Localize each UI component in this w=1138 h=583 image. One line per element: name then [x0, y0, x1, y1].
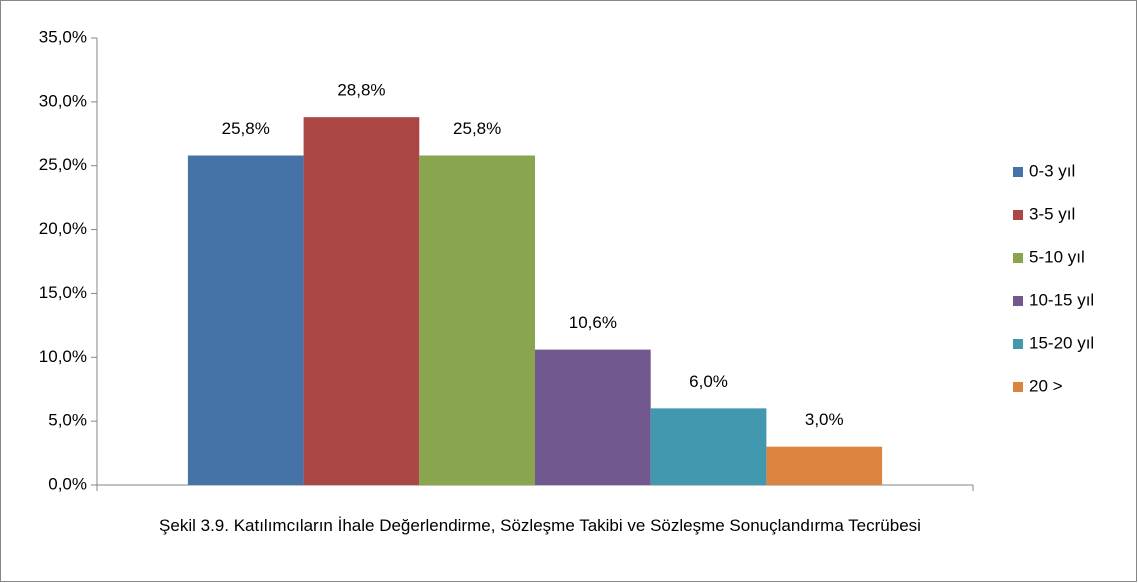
data-label: 10,6%	[569, 313, 617, 332]
bar	[187, 155, 304, 486]
data-label: 25,8%	[453, 119, 501, 138]
data-label: 6,0%	[689, 372, 728, 391]
legend-label: 10-15 yıl	[1029, 290, 1094, 309]
bar	[650, 408, 767, 485]
x-axis-label: Şekil 3.9. Katılımcıların İhale Değerlen…	[159, 516, 921, 535]
bar	[419, 155, 535, 486]
y-tick-label: 35,0%	[39, 27, 87, 46]
legend-label: 20 >	[1029, 376, 1063, 395]
data-label: 3,0%	[805, 410, 844, 429]
legend-swatch	[1013, 210, 1023, 220]
y-tick-label: 15,0%	[39, 283, 87, 302]
legend-swatch	[1013, 296, 1023, 306]
bar	[303, 117, 420, 485]
legend-label: 0-3 yıl	[1029, 161, 1075, 180]
legend-swatch	[1013, 167, 1023, 177]
legend-label: 5-10 yıl	[1029, 247, 1085, 266]
y-tick-label: 10,0%	[39, 347, 87, 366]
bar	[535, 349, 651, 485]
y-tick-label: 25,0%	[39, 155, 87, 174]
y-tick-label: 0,0%	[48, 474, 87, 493]
data-label: 25,8%	[222, 119, 270, 138]
y-tick-label: 20,0%	[39, 219, 87, 238]
legend-swatch	[1013, 339, 1023, 349]
y-tick-label: 30,0%	[39, 91, 87, 110]
legend-swatch	[1013, 382, 1023, 392]
data-label: 28,8%	[337, 81, 385, 100]
legend-label: 15-20 yıl	[1029, 333, 1094, 352]
bar	[766, 446, 883, 485]
legend-label: 3-5 yıl	[1029, 204, 1075, 223]
y-tick-label: 5,0%	[48, 411, 87, 430]
legend-swatch	[1013, 253, 1023, 263]
